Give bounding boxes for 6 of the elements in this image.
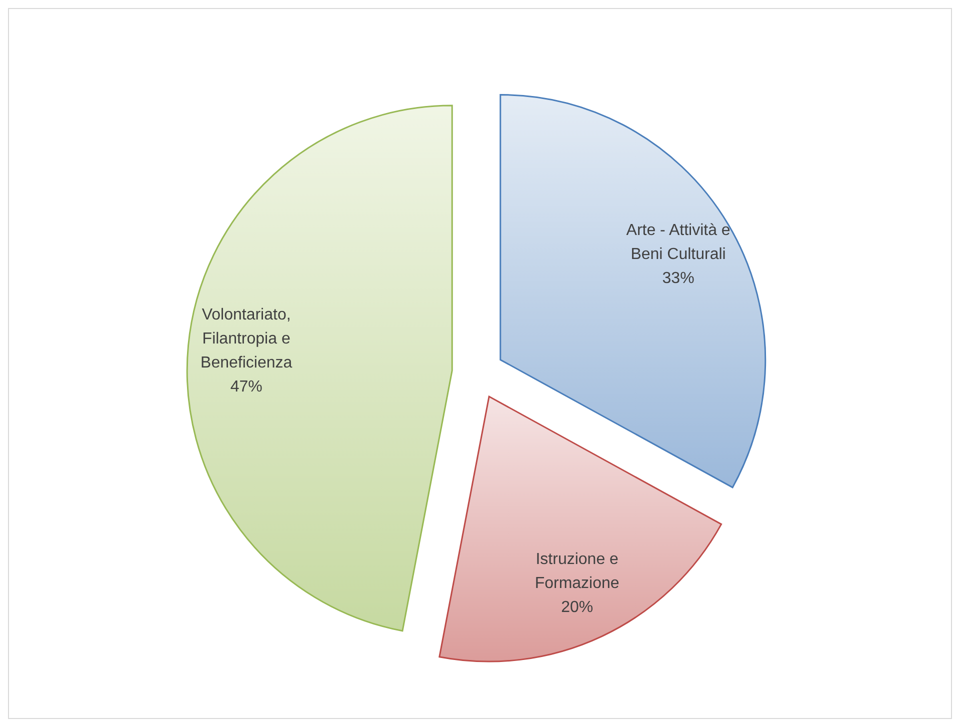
slice-label: Istruzione e Formazione	[534, 550, 620, 592]
slice-label: Arte - Attività e Beni Culturali	[626, 222, 730, 263]
data-label: 33%	[662, 270, 694, 287]
data-label: 47%	[230, 378, 262, 396]
slice-label: Volontariato, Filantropia e Beneficienza	[200, 306, 292, 372]
data-label: 20%	[561, 598, 594, 616]
